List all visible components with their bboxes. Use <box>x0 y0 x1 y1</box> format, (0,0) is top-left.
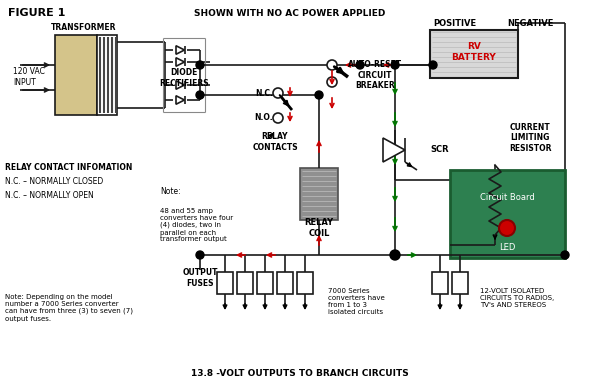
Circle shape <box>196 91 204 99</box>
Circle shape <box>391 61 399 69</box>
Text: 120 VAC
INPUT: 120 VAC INPUT <box>13 67 45 87</box>
Bar <box>277 272 293 294</box>
Circle shape <box>391 251 399 259</box>
Bar <box>450 170 565 258</box>
Text: SCR: SCR <box>430 146 449 154</box>
Circle shape <box>499 220 515 236</box>
Text: NEGATIVE: NEGATIVE <box>507 18 553 28</box>
Text: POSITIVE: POSITIVE <box>433 18 476 28</box>
Text: RV
BATTERY: RV BATTERY <box>452 42 496 62</box>
Text: Note:: Note: <box>160 187 181 197</box>
Circle shape <box>315 91 323 99</box>
Text: 7000 Series
converters have
from 1 to 3
isolated circuits: 7000 Series converters have from 1 to 3 … <box>328 288 385 315</box>
Circle shape <box>429 61 437 69</box>
Bar <box>452 272 468 294</box>
Polygon shape <box>383 138 405 162</box>
Text: CURRENT
LIMITING
RESISTOR: CURRENT LIMITING RESISTOR <box>509 123 551 153</box>
Text: N.C. – NORMALLY CLOSED: N.C. – NORMALLY CLOSED <box>5 177 103 187</box>
Circle shape <box>196 61 204 69</box>
Polygon shape <box>176 58 185 66</box>
Circle shape <box>561 251 569 259</box>
Text: FIGURE 1: FIGURE 1 <box>8 8 65 18</box>
Circle shape <box>327 60 337 70</box>
Polygon shape <box>176 81 185 89</box>
Circle shape <box>391 251 399 259</box>
Bar <box>300 168 338 220</box>
Bar <box>430 30 518 78</box>
Text: DIODE
RECTIFIERS: DIODE RECTIFIERS <box>159 68 209 88</box>
Polygon shape <box>176 96 185 104</box>
Polygon shape <box>176 46 185 54</box>
Bar <box>217 272 233 294</box>
Circle shape <box>196 251 204 259</box>
Text: Note: Depending on the model
number a 7000 Series converter
can have from three : Note: Depending on the model number a 70… <box>5 294 133 321</box>
Circle shape <box>390 250 400 260</box>
Text: RELAY
COIL: RELAY COIL <box>304 218 334 238</box>
Text: N.C. – NORMALLY OPEN: N.C. – NORMALLY OPEN <box>5 192 94 200</box>
Circle shape <box>327 77 337 87</box>
Text: 48 and 55 amp
converters have four
(4) diodes, two in
parallel on each
transform: 48 and 55 amp converters have four (4) d… <box>160 208 233 243</box>
Bar <box>297 272 313 294</box>
Bar <box>237 272 253 294</box>
Bar <box>97 35 117 115</box>
Text: TRANSFORMER: TRANSFORMER <box>51 23 117 33</box>
Circle shape <box>273 88 283 98</box>
Text: LED: LED <box>499 243 515 252</box>
Circle shape <box>356 61 364 69</box>
Text: AUTO-RESET
CIRCUIT
BREAKER: AUTO-RESET CIRCUIT BREAKER <box>348 60 402 90</box>
Text: OUTPUT
FUSES: OUTPUT FUSES <box>182 268 218 288</box>
Text: RELAY
CONTACTS: RELAY CONTACTS <box>252 132 298 152</box>
Text: Circuit Board: Circuit Board <box>479 192 535 202</box>
Text: 12-VOLT ISOLATED
CIRCUITS TO RADIOS,
TV's AND STEREOS: 12-VOLT ISOLATED CIRCUITS TO RADIOS, TV'… <box>480 288 554 308</box>
Circle shape <box>273 113 283 123</box>
Text: 13.8 -VOLT OUTPUTS TO BRANCH CIRCUITS: 13.8 -VOLT OUTPUTS TO BRANCH CIRCUITS <box>191 369 409 379</box>
Text: N.C.: N.C. <box>255 88 273 98</box>
Text: SHOWN WITH NO AC POWER APPLIED: SHOWN WITH NO AC POWER APPLIED <box>194 8 386 18</box>
Bar <box>432 272 448 294</box>
Text: RELAY CONTACT INFOMATION: RELAY CONTACT INFOMATION <box>5 162 133 172</box>
Bar <box>55 35 97 115</box>
Bar <box>257 272 273 294</box>
Text: N.O.: N.O. <box>254 114 274 122</box>
